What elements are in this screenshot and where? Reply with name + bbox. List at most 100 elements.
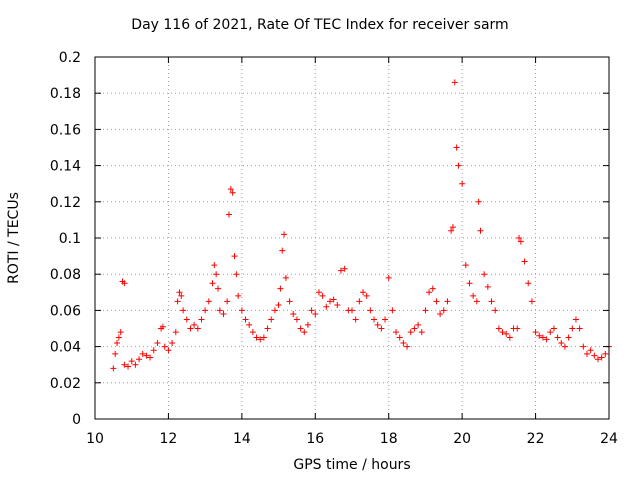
data-point (554, 334, 561, 341)
data-point (301, 329, 308, 336)
data-point (128, 358, 135, 365)
data-point (594, 356, 601, 363)
x-tick-label: 22 (527, 431, 545, 447)
data-point (286, 298, 293, 305)
data-point (517, 238, 524, 245)
y-tick-label: 0.18 (50, 86, 81, 102)
data-point (249, 329, 256, 336)
data-point (242, 316, 249, 323)
data-point (415, 321, 422, 328)
data-point (466, 280, 473, 287)
data-point (176, 289, 183, 296)
data-point (516, 235, 523, 241)
data-point (404, 343, 411, 350)
data-point (112, 350, 119, 357)
data-point (213, 271, 220, 278)
data-point (407, 329, 414, 336)
data-point (396, 334, 403, 341)
data-point (268, 316, 275, 323)
data-point (440, 307, 447, 314)
data-point (565, 334, 572, 341)
data-point (374, 321, 381, 328)
data-point (275, 301, 282, 308)
data-point (198, 316, 205, 323)
data-point (326, 298, 333, 305)
data-point (459, 180, 466, 187)
data-point (330, 296, 337, 303)
data-point (411, 325, 418, 332)
data-point (253, 334, 260, 341)
data-point (290, 311, 297, 318)
data-point (110, 365, 117, 372)
data-point (260, 334, 267, 341)
x-tick-label: 20 (453, 431, 471, 447)
data-point (506, 334, 513, 341)
data-point (246, 321, 253, 328)
data-point (154, 339, 161, 346)
y-axis-label: ROTI / TECUs (6, 192, 22, 284)
data-point (229, 189, 236, 196)
data-point (293, 316, 300, 323)
data-point (238, 307, 245, 314)
data-point (147, 354, 154, 361)
data-point (211, 262, 218, 269)
x-tick-label: 18 (380, 431, 398, 447)
data-point (352, 316, 359, 323)
data-point (528, 298, 535, 305)
x-tick-label: 12 (160, 431, 178, 447)
y-tick-label: 0.06 (50, 303, 81, 319)
x-tick-label: 10 (86, 431, 104, 447)
data-point (159, 323, 166, 330)
data-point (580, 343, 587, 350)
data-point (216, 307, 223, 314)
data-point (279, 247, 286, 254)
data-point (356, 298, 363, 305)
data-point (191, 321, 198, 328)
data-point (429, 285, 436, 292)
data-point (277, 285, 284, 292)
data-point (304, 321, 311, 328)
data-point (550, 325, 557, 332)
data-point (591, 352, 598, 359)
data-point (569, 325, 576, 332)
data-point (257, 336, 264, 343)
y-tick-label: 0.1 (59, 231, 81, 247)
data-point (422, 307, 429, 314)
data-point (470, 292, 477, 299)
data-point (169, 339, 176, 346)
data-point (521, 258, 528, 265)
data-point (400, 339, 407, 346)
data-point (583, 350, 590, 357)
data-point (315, 289, 322, 296)
data-point (161, 343, 168, 350)
data-point (367, 307, 374, 314)
data-point (209, 280, 216, 287)
data-point (194, 325, 201, 332)
data-point (214, 285, 221, 292)
data-point (437, 311, 444, 318)
data-point (477, 227, 484, 234)
data-point (444, 298, 451, 305)
data-point (393, 329, 400, 336)
data-point (174, 298, 181, 305)
grid (95, 57, 609, 419)
y-tick-label: 0 (72, 412, 81, 428)
data-point (525, 280, 532, 287)
data-point (363, 292, 370, 299)
y-tick-label: 0.2 (59, 50, 81, 66)
data-point (587, 347, 594, 354)
data-point (539, 334, 546, 341)
y-tick-label: 0.02 (50, 376, 81, 392)
data-point (281, 231, 288, 238)
data-point (378, 325, 385, 332)
data-point (492, 307, 499, 314)
data-points (110, 79, 612, 372)
x-tick-label: 24 (600, 431, 618, 447)
data-point (334, 301, 341, 308)
data-point (319, 292, 326, 299)
x-tick-label: 14 (233, 431, 251, 447)
data-point (418, 329, 425, 336)
data-point (389, 307, 396, 314)
data-point (448, 227, 455, 234)
data-point (227, 186, 234, 193)
